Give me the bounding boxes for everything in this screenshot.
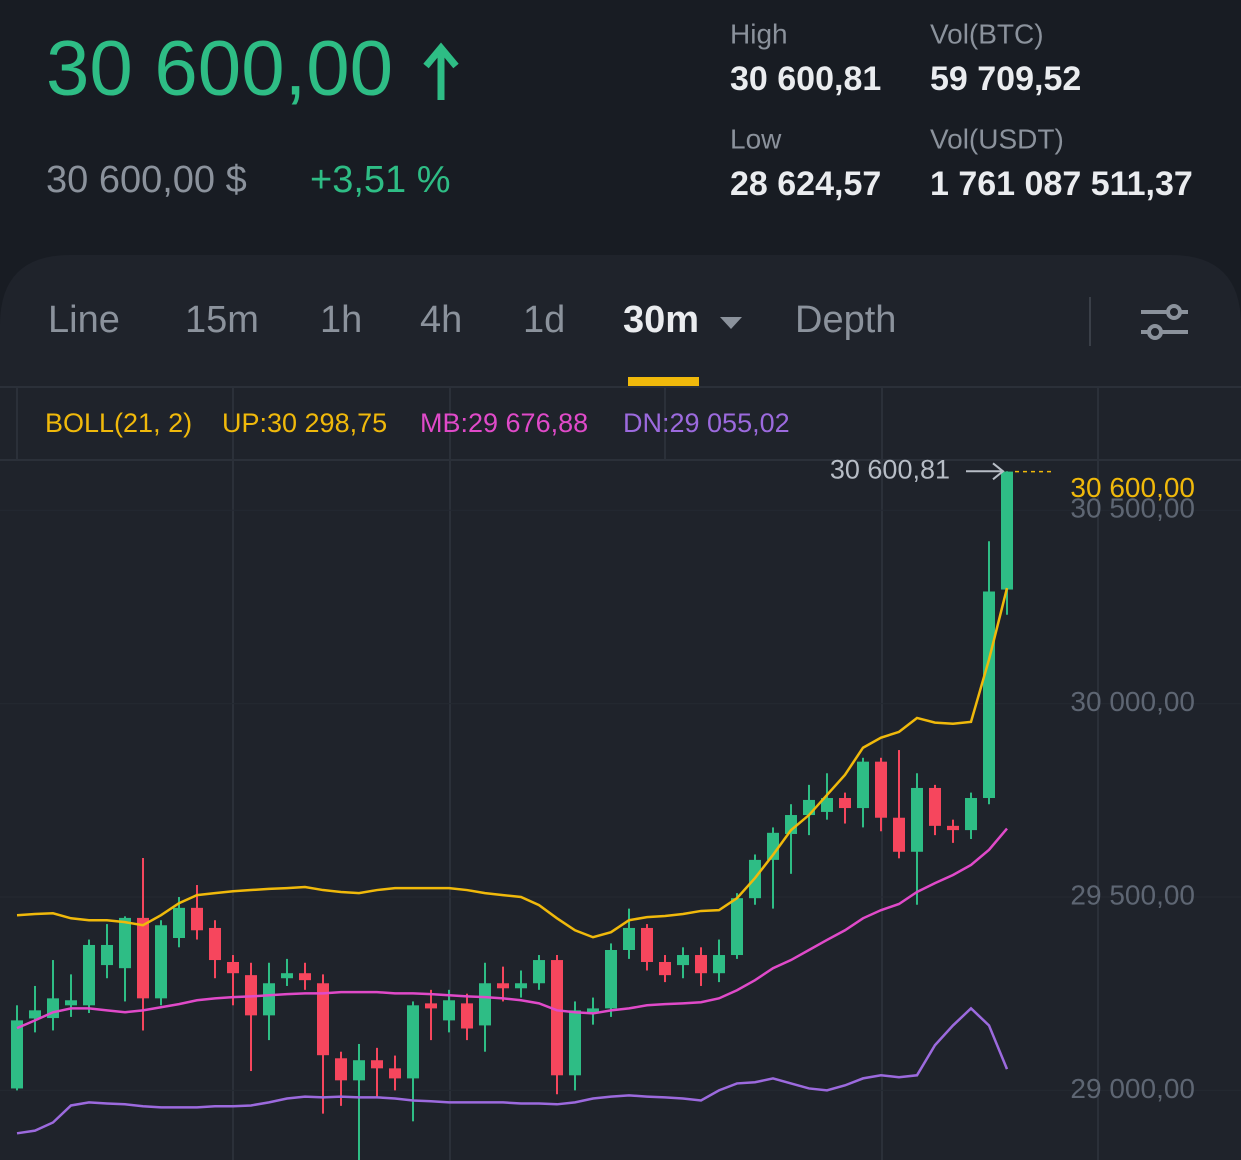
candle-body xyxy=(335,1058,347,1081)
active-tab-indicator xyxy=(628,377,699,386)
candle-body xyxy=(929,787,941,826)
candle-body xyxy=(983,591,995,799)
candle-body xyxy=(371,1060,383,1069)
candle-body xyxy=(1001,471,1013,590)
candle-body xyxy=(353,1060,365,1081)
candle-body xyxy=(443,1000,455,1021)
up-arrow-icon xyxy=(423,42,459,100)
indicator-name[interactable]: BOLL(21, 2) xyxy=(45,408,192,438)
legend-entry[interactable]: DN:29 055,02 xyxy=(623,408,790,438)
tab[interactable]: Line xyxy=(48,299,120,341)
candle-body xyxy=(911,787,923,852)
stats: High 30 600,81 Vol(BTC) 59 709,52 Low 28 624,… xyxy=(730,18,1193,203)
dropdown-icon[interactable] xyxy=(720,317,742,329)
high-marker-arrowhead xyxy=(992,462,1005,481)
candle-body xyxy=(389,1068,401,1079)
candle-body xyxy=(695,955,707,974)
candle-body xyxy=(587,1008,599,1013)
stat-label: Vol(BTC) xyxy=(930,18,1044,49)
candle-body xyxy=(497,983,509,989)
candle-body xyxy=(803,799,815,816)
y-tick-label: 30 000,00 xyxy=(1070,686,1195,717)
stat-value: 1 761 087 511,37 xyxy=(930,165,1193,203)
candle-body xyxy=(947,825,959,831)
chart-panel xyxy=(0,255,1241,1160)
candle-body xyxy=(713,955,725,974)
candle-body xyxy=(281,973,293,979)
candle-body xyxy=(119,917,131,969)
stat-value: 59 709,52 xyxy=(930,60,1081,98)
candle-body xyxy=(317,983,329,1056)
candle-body xyxy=(659,961,671,976)
candle-body xyxy=(533,960,545,984)
candle-body xyxy=(299,973,311,981)
price-change: +3,51 % xyxy=(310,159,451,201)
candle-body xyxy=(461,1003,473,1029)
last-price-label: 30 600,00 xyxy=(1070,472,1195,503)
settings-knob xyxy=(1147,324,1163,340)
plot-area xyxy=(0,462,1241,1160)
candle-body xyxy=(29,1010,41,1019)
stat-value: 28 624,57 xyxy=(730,165,881,203)
settings-icon[interactable] xyxy=(1141,304,1188,340)
tab[interactable]: 4h xyxy=(420,299,462,341)
candle-body xyxy=(137,917,149,999)
candle-body xyxy=(623,927,635,950)
legend-entry[interactable]: UP:30 298,75 xyxy=(222,408,387,438)
band-line xyxy=(16,827,1008,1030)
band-line xyxy=(16,1006,1009,1135)
stat-label: High xyxy=(730,18,788,49)
tab[interactable]: 1d xyxy=(523,299,565,341)
candle-body xyxy=(83,944,95,1006)
candle-body xyxy=(191,907,203,931)
candle-body xyxy=(65,1000,77,1006)
candle-body xyxy=(731,898,743,956)
price-usd: 30 600,00 $ xyxy=(46,159,247,201)
candle-body xyxy=(785,815,797,834)
candle-body xyxy=(893,817,905,852)
tab[interactable]: 1h xyxy=(320,299,362,341)
candle-body xyxy=(821,798,833,812)
candle-body xyxy=(767,832,779,860)
settings-knob xyxy=(1166,304,1182,320)
candle-body xyxy=(479,983,491,1026)
candle-body xyxy=(425,1003,437,1009)
candle-body xyxy=(875,761,887,818)
tab-bar: Line 15m 1h 4h 1d 30m Depth xyxy=(48,299,896,341)
candle-body xyxy=(515,983,527,989)
candle-body xyxy=(155,925,167,999)
candle-body xyxy=(839,798,851,809)
y-tick-label: 29 500,00 xyxy=(1070,879,1195,910)
candle-body xyxy=(11,1020,23,1089)
candle-body xyxy=(857,761,869,809)
stat-value: 30 600,81 xyxy=(730,60,881,98)
y-tick-label: 30 500,00 xyxy=(1070,493,1195,524)
candle-body xyxy=(407,1005,419,1079)
candle-body xyxy=(173,907,185,939)
legend-entry[interactable]: MB:29 676,88 xyxy=(420,408,588,438)
stat-label: Vol(USDT) xyxy=(930,123,1064,154)
candle-body xyxy=(209,927,221,961)
stat-label: Low xyxy=(730,123,782,154)
tab[interactable]: Depth xyxy=(795,299,896,341)
band-line xyxy=(16,587,1009,939)
candle-body xyxy=(677,955,689,966)
candle-body xyxy=(551,960,563,1076)
candle-body xyxy=(605,950,617,1009)
candle-body xyxy=(227,961,239,974)
tab[interactable]: 30m xyxy=(623,299,699,341)
last-price: 30 600,00 xyxy=(46,24,393,112)
candle-body xyxy=(965,798,977,831)
candle-body xyxy=(101,944,113,966)
y-tick-label: 29 000,00 xyxy=(1070,1073,1195,1104)
tab[interactable]: 15m xyxy=(185,299,259,341)
candle-body xyxy=(641,927,653,962)
candle-body xyxy=(569,1010,581,1076)
high-marker-label: 30 600,81 xyxy=(830,454,950,484)
candle-body xyxy=(263,983,275,1016)
